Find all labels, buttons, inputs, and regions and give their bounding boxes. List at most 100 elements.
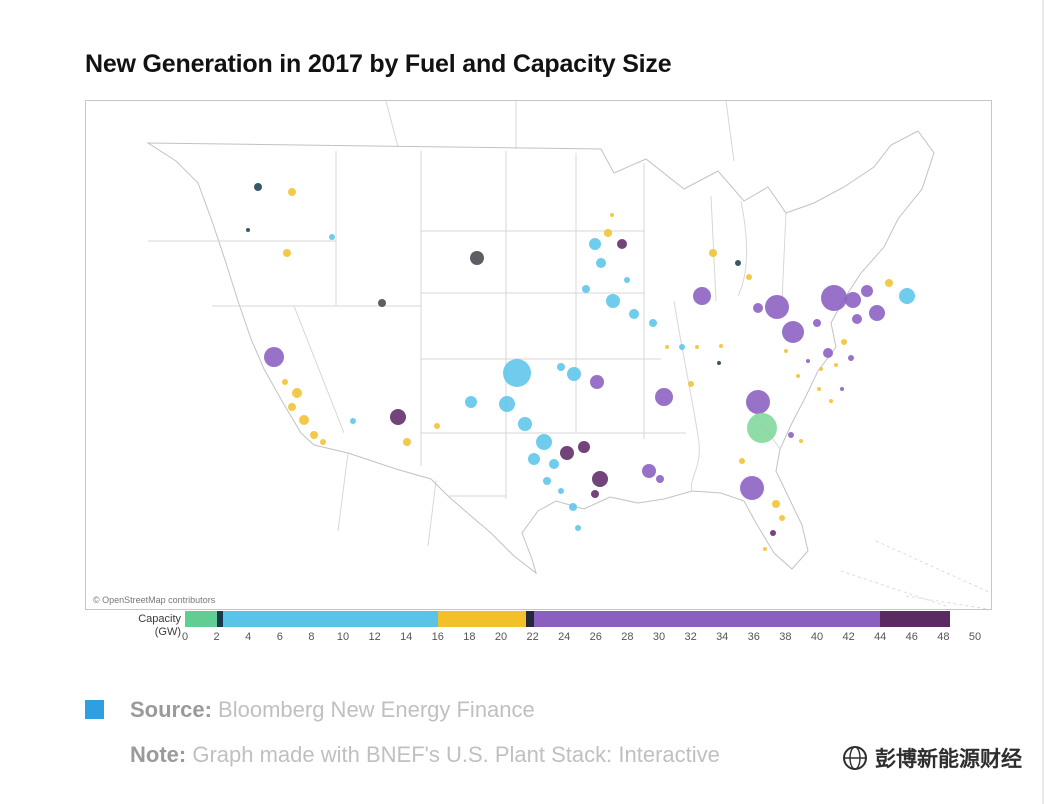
bubble-yellow[interactable] xyxy=(610,213,614,217)
bubble-yellow[interactable] xyxy=(841,339,847,345)
bubble-purple[interactable] xyxy=(813,319,821,327)
bubble-cyan[interactable] xyxy=(567,367,581,381)
bubble-yellow[interactable] xyxy=(292,388,302,398)
bubble-darkpurple[interactable] xyxy=(390,409,406,425)
bubble-yellow[interactable] xyxy=(799,439,803,443)
capacity-bubbles[interactable] xyxy=(246,183,915,551)
bubble-green[interactable] xyxy=(747,413,777,443)
bubble-purple[interactable] xyxy=(740,476,764,500)
bubble-yellow[interactable] xyxy=(829,399,833,403)
bubble-yellow[interactable] xyxy=(283,249,291,257)
bubble-cyan[interactable] xyxy=(596,258,606,268)
bubble-darkpurple[interactable] xyxy=(578,441,590,453)
bubble-yellow[interactable] xyxy=(288,188,296,196)
note-text: Graph made with BNEF's U.S. Plant Stack:… xyxy=(192,742,720,767)
bubble-yellow[interactable] xyxy=(665,345,669,349)
bubble-darkpurple[interactable] xyxy=(591,490,599,498)
bubble-yellow[interactable] xyxy=(282,379,288,385)
bubble-cyan[interactable] xyxy=(329,234,335,240)
bubble-purple[interactable] xyxy=(693,287,711,305)
bubble-yellow[interactable] xyxy=(299,415,309,425)
bubble-yellow[interactable] xyxy=(739,458,745,464)
bubble-yellow[interactable] xyxy=(779,515,785,521)
bubble-cyan[interactable] xyxy=(536,434,552,450)
bubble-cyan[interactable] xyxy=(624,277,630,283)
bubble-yellow[interactable] xyxy=(604,229,612,237)
bubble-dark[interactable] xyxy=(378,299,386,307)
bubble-purple[interactable] xyxy=(806,359,810,363)
bubble-cyan[interactable] xyxy=(503,359,531,387)
bubble-yellow[interactable] xyxy=(288,403,296,411)
bubble-cyan[interactable] xyxy=(528,453,540,465)
bubble-darkpurple[interactable] xyxy=(592,471,608,487)
bubble-yellow[interactable] xyxy=(784,349,788,353)
bubble-purple[interactable] xyxy=(869,305,885,321)
bubble-purple[interactable] xyxy=(655,388,673,406)
bubble-dark[interactable] xyxy=(470,251,484,265)
bubble-yellow[interactable] xyxy=(746,274,752,280)
osm-attribution[interactable]: © OpenStreetMap contributors xyxy=(89,594,220,606)
state-boundaries xyxy=(148,151,787,499)
bubble-yellow[interactable] xyxy=(834,363,838,367)
bubble-navy[interactable] xyxy=(735,260,741,266)
bubble-yellow[interactable] xyxy=(772,500,780,508)
bubble-purple[interactable] xyxy=(264,347,284,367)
bubble-yellow[interactable] xyxy=(817,387,821,391)
bubble-purple[interactable] xyxy=(746,390,770,414)
us-bubble-map[interactable]: © OpenStreetMap contributors xyxy=(85,100,992,610)
bubble-purple[interactable] xyxy=(848,355,854,361)
bubble-cyan[interactable] xyxy=(679,344,685,350)
bubble-purple[interactable] xyxy=(590,375,604,389)
bubble-cyan[interactable] xyxy=(649,319,657,327)
bubble-yellow[interactable] xyxy=(819,367,823,371)
bubble-cyan[interactable] xyxy=(629,309,639,319)
bubble-cyan[interactable] xyxy=(569,503,577,511)
bubble-darkpurple[interactable] xyxy=(617,239,627,249)
bubble-purple[interactable] xyxy=(861,285,873,297)
bubble-cyan[interactable] xyxy=(557,363,565,371)
bubble-cyan[interactable] xyxy=(589,238,601,250)
bubble-navy[interactable] xyxy=(246,228,250,232)
bubble-darkpurple[interactable] xyxy=(560,446,574,460)
us-basemap[interactable] xyxy=(86,101,991,609)
bubble-cyan[interactable] xyxy=(558,488,564,494)
bubble-purple[interactable] xyxy=(753,303,763,313)
bubble-yellow[interactable] xyxy=(403,438,411,446)
bubble-yellow[interactable] xyxy=(719,344,723,348)
bubble-yellow[interactable] xyxy=(320,439,326,445)
bubble-cyan[interactable] xyxy=(575,525,581,531)
bubble-yellow[interactable] xyxy=(885,279,893,287)
bubble-cyan[interactable] xyxy=(465,396,477,408)
bubble-cyan[interactable] xyxy=(499,396,515,412)
legend-tick: 18 xyxy=(463,631,476,643)
bubble-purple[interactable] xyxy=(656,475,664,483)
bubble-purple[interactable] xyxy=(845,292,861,308)
legend-tick: 44 xyxy=(874,631,887,643)
legend-tick: 6 xyxy=(276,631,283,643)
bubble-purple[interactable] xyxy=(823,348,833,358)
bubble-cyan[interactable] xyxy=(606,294,620,308)
bubble-yellow[interactable] xyxy=(763,547,767,551)
bubble-cyan[interactable] xyxy=(899,288,915,304)
bubble-navy[interactable] xyxy=(717,361,721,365)
bubble-yellow[interactable] xyxy=(796,374,800,378)
bubble-cyan[interactable] xyxy=(350,418,356,424)
bubble-purple[interactable] xyxy=(782,321,804,343)
bubble-yellow[interactable] xyxy=(695,345,699,349)
bubble-purple[interactable] xyxy=(840,387,844,391)
bubble-purple[interactable] xyxy=(852,314,862,324)
bubble-purple[interactable] xyxy=(642,464,656,478)
bubble-navy[interactable] xyxy=(254,183,262,191)
bubble-darkpurple[interactable] xyxy=(770,530,776,536)
bubble-purple[interactable] xyxy=(788,432,794,438)
bubble-purple[interactable] xyxy=(765,295,789,319)
bubble-cyan[interactable] xyxy=(518,417,532,431)
bubble-yellow[interactable] xyxy=(688,381,694,387)
bubble-cyan[interactable] xyxy=(543,477,551,485)
bubble-cyan[interactable] xyxy=(549,459,559,469)
bubble-yellow[interactable] xyxy=(310,431,318,439)
bubble-yellow[interactable] xyxy=(709,249,717,257)
bubble-cyan[interactable] xyxy=(582,285,590,293)
bubble-yellow[interactable] xyxy=(434,423,440,429)
bubble-purple[interactable] xyxy=(821,285,847,311)
